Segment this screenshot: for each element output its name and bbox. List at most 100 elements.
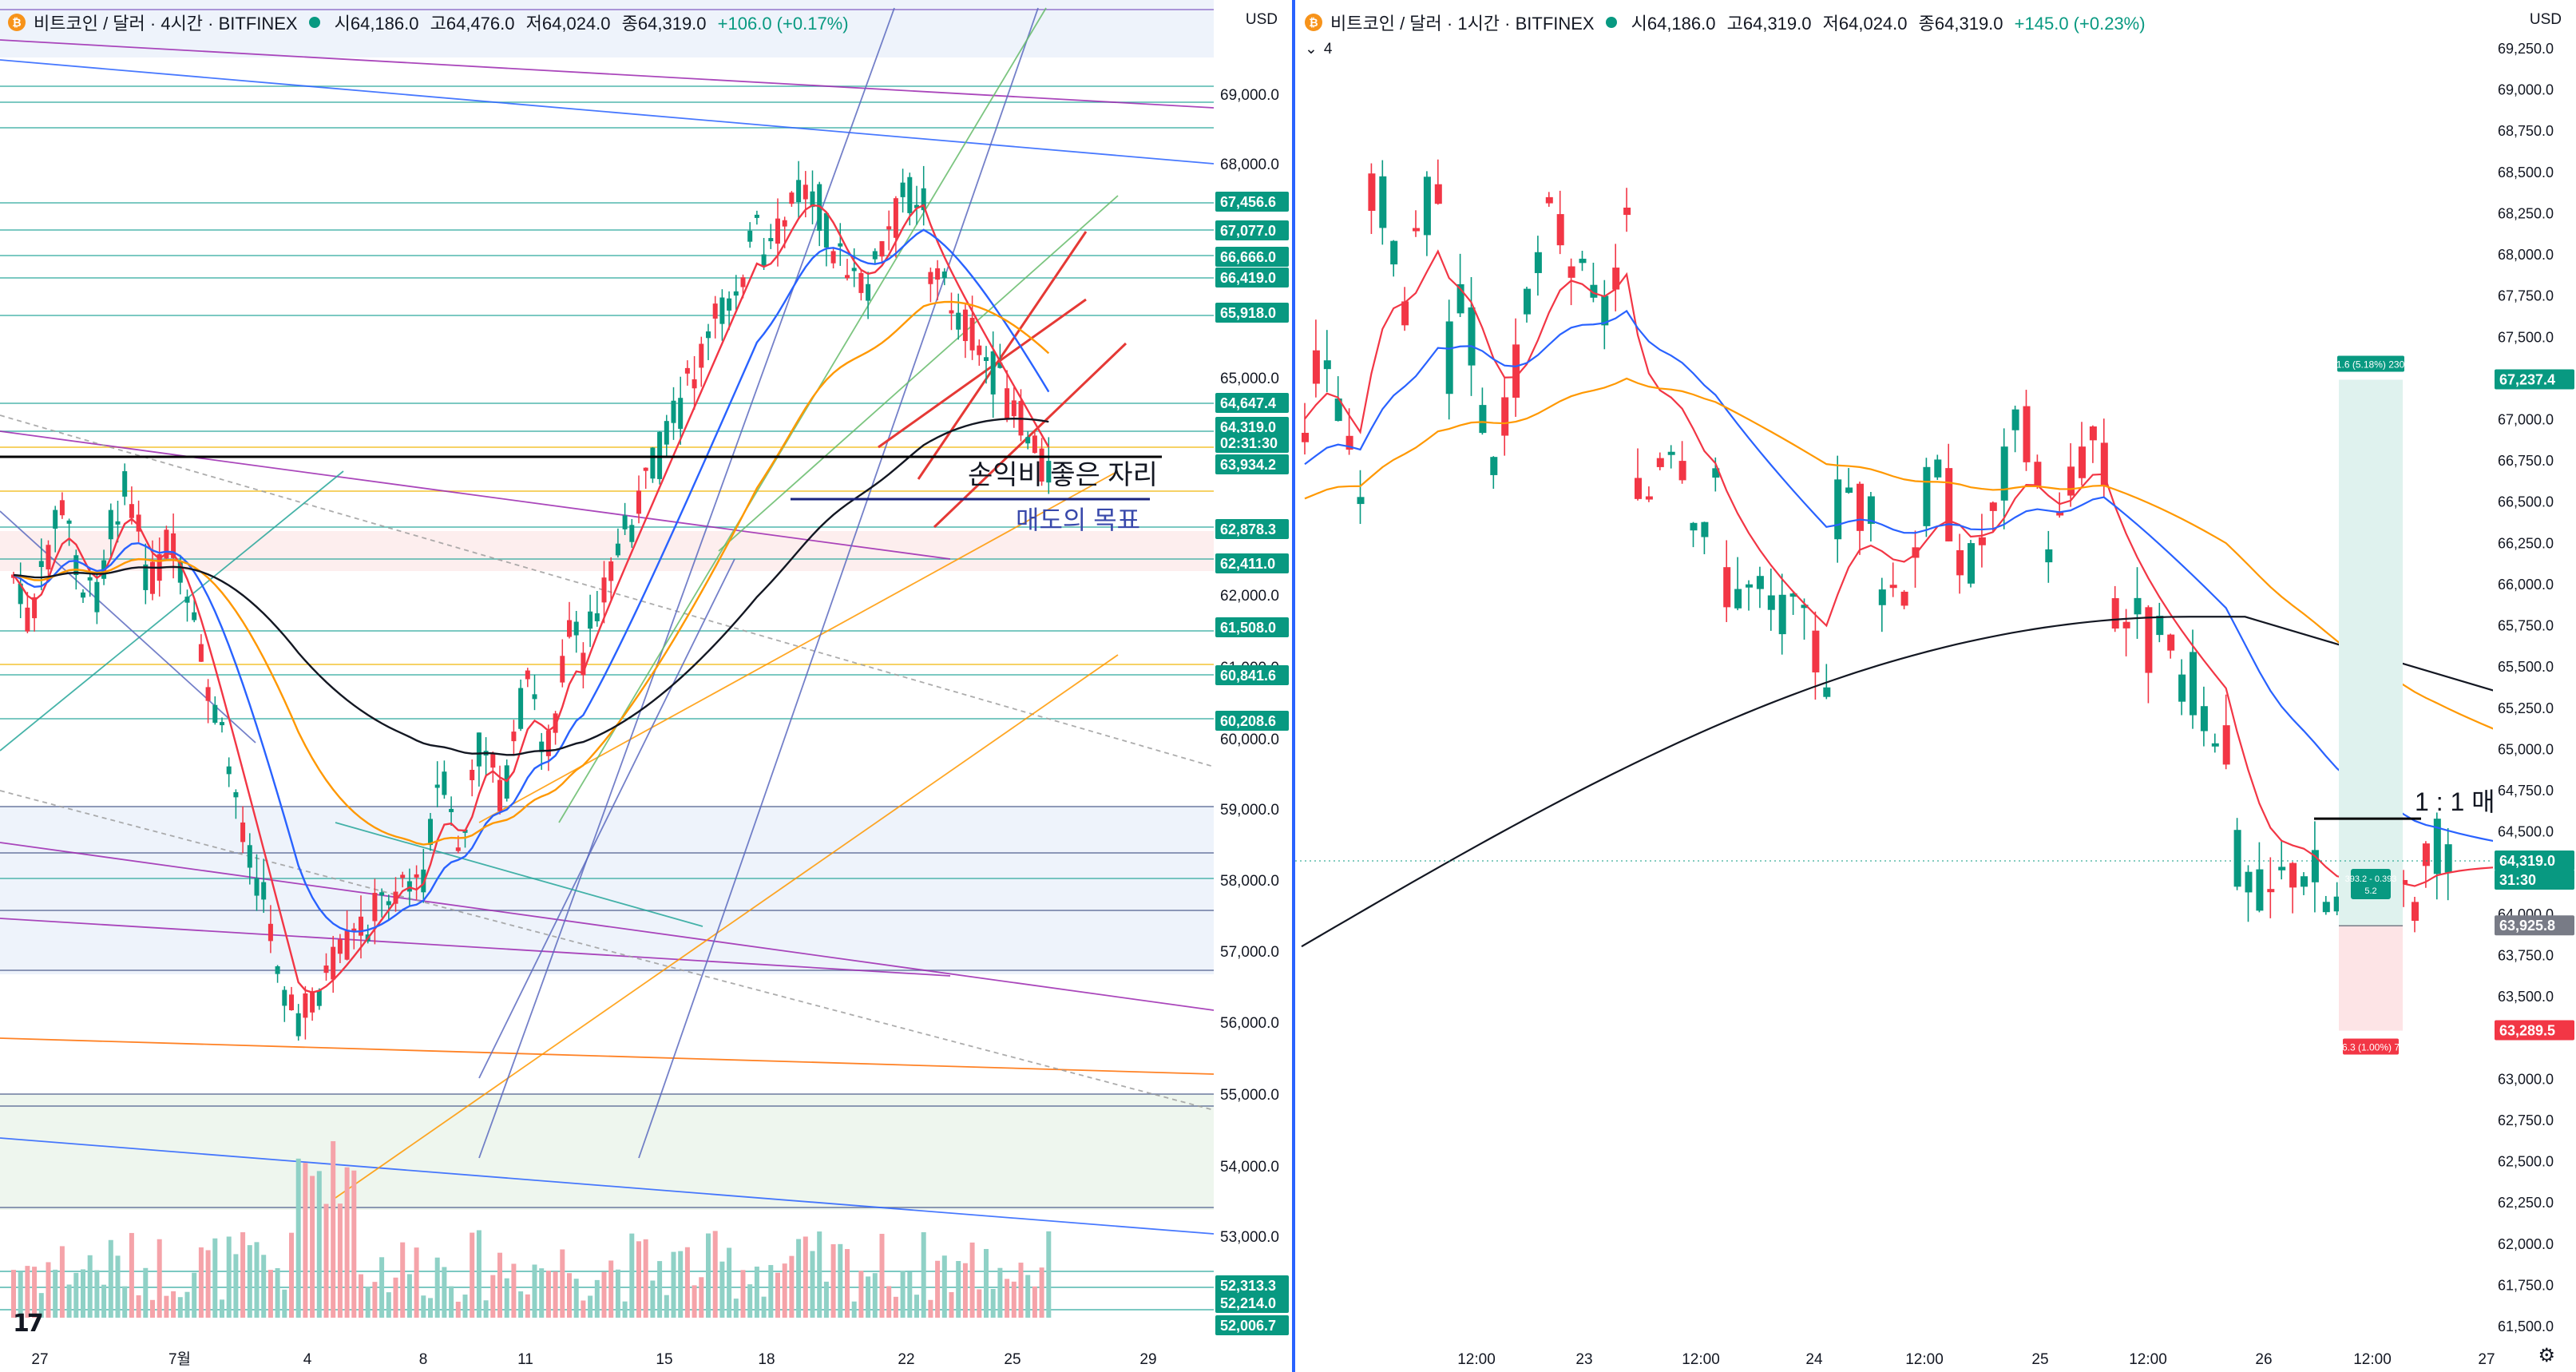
candle[interactable]: [205, 687, 211, 701]
candle[interactable]: [1345, 435, 1353, 450]
candle[interactable]: [59, 500, 65, 516]
candle[interactable]: [323, 966, 329, 973]
candle[interactable]: [261, 882, 267, 900]
candle[interactable]: [94, 581, 100, 613]
candle[interactable]: [2067, 466, 2075, 496]
candle[interactable]: [1923, 466, 1931, 526]
candle[interactable]: [1390, 240, 1398, 265]
candle[interactable]: [997, 363, 1003, 368]
candle[interactable]: [622, 515, 628, 529]
long-position-loss-zone[interactable]: [2339, 926, 2403, 1031]
candle[interactable]: [643, 467, 648, 471]
candle[interactable]: [1934, 459, 1942, 478]
candle[interactable]: [220, 722, 224, 726]
candle[interactable]: [275, 966, 280, 974]
candle[interactable]: [442, 771, 447, 795]
candle[interactable]: [2100, 442, 2108, 486]
candle[interactable]: [1789, 593, 1797, 597]
candle[interactable]: [1889, 585, 1897, 589]
candle[interactable]: [122, 471, 128, 497]
candle[interactable]: [1778, 594, 1786, 635]
candle[interactable]: [150, 561, 155, 594]
candle[interactable]: [712, 303, 718, 319]
trend-line[interactable]: [0, 842, 1215, 1011]
trend-line[interactable]: [335, 822, 703, 927]
candle[interactable]: [2233, 830, 2241, 887]
trend-line[interactable]: [558, 7, 1047, 823]
candle[interactable]: [1567, 266, 1575, 278]
candle[interactable]: [2422, 843, 2430, 866]
trend-line[interactable]: [0, 1037, 1215, 1075]
candle[interactable]: [282, 989, 287, 1006]
trend-line[interactable]: [0, 59, 1215, 165]
symbol-title[interactable]: 비트코인 / 달러 · 4시간 · BITFINEX: [34, 14, 298, 34]
candle[interactable]: [817, 184, 822, 232]
candle[interactable]: [2211, 743, 2219, 747]
candle[interactable]: [782, 220, 787, 227]
trend-line-red[interactable]: [917, 231, 1088, 480]
candle[interactable]: [164, 529, 169, 559]
candle[interactable]: [171, 533, 176, 558]
trend-line[interactable]: [0, 790, 1215, 1111]
candle[interactable]: [977, 345, 982, 355]
candle[interactable]: [2245, 871, 2253, 893]
candle[interactable]: [608, 561, 614, 581]
candle[interactable]: [545, 731, 551, 756]
candle[interactable]: [879, 240, 885, 257]
candle[interactable]: [428, 819, 433, 846]
candle[interactable]: [678, 398, 684, 429]
candle[interactable]: [775, 218, 780, 244]
candle[interactable]: [310, 991, 315, 1013]
candle[interactable]: [316, 990, 322, 1006]
candle[interactable]: [2433, 819, 2441, 874]
candle[interactable]: [830, 251, 836, 264]
candle[interactable]: [379, 892, 385, 896]
candle[interactable]: [53, 510, 58, 529]
candle[interactable]: [2412, 902, 2419, 922]
trend-line[interactable]: [0, 1137, 1215, 1235]
candle[interactable]: [928, 272, 933, 284]
candle[interactable]: [1025, 437, 1031, 444]
candle[interactable]: [872, 251, 878, 260]
candle[interactable]: [1039, 448, 1044, 482]
candle[interactable]: [1590, 284, 1598, 298]
candle[interactable]: [497, 779, 502, 811]
candle[interactable]: [87, 577, 93, 581]
candle[interactable]: [858, 272, 864, 293]
candle[interactable]: [1312, 350, 1320, 384]
candle[interactable]: [2056, 512, 2064, 516]
candle[interactable]: [615, 543, 620, 556]
candle[interactable]: [962, 309, 968, 342]
candle[interactable]: [692, 379, 697, 389]
trend-line[interactable]: [0, 918, 951, 977]
trend-line[interactable]: [638, 7, 1039, 1159]
candle[interactable]: [921, 188, 926, 211]
candle[interactable]: [1524, 288, 1531, 315]
candle[interactable]: [2134, 597, 2142, 615]
candle[interactable]: [233, 791, 239, 798]
candle[interactable]: [115, 521, 121, 525]
candle[interactable]: [2089, 426, 2097, 441]
candle[interactable]: [2256, 869, 2264, 911]
candle[interactable]: [434, 784, 440, 788]
candle[interactable]: [1368, 173, 1376, 212]
candle[interactable]: [2311, 850, 2319, 882]
candle[interactable]: [1667, 451, 1675, 455]
trend-line[interactable]: [718, 195, 1119, 552]
candle[interactable]: [1490, 457, 1498, 475]
candle[interactable]: [1623, 207, 1631, 216]
candle[interactable]: [845, 275, 850, 279]
candle[interactable]: [400, 874, 406, 878]
candle[interactable]: [2011, 409, 2019, 430]
candle[interactable]: [1401, 301, 1409, 326]
settings-gear-icon[interactable]: ⚙: [2538, 1345, 2555, 1366]
candle[interactable]: [18, 583, 23, 605]
trend-line[interactable]: [478, 558, 735, 1079]
candle[interactable]: [2156, 616, 2164, 636]
candle[interactable]: [671, 400, 676, 423]
candle[interactable]: [1945, 468, 1953, 541]
candle[interactable]: [226, 766, 232, 775]
candle[interactable]: [1857, 483, 1864, 531]
candle[interactable]: [247, 845, 252, 868]
candle[interactable]: [1501, 397, 1509, 436]
